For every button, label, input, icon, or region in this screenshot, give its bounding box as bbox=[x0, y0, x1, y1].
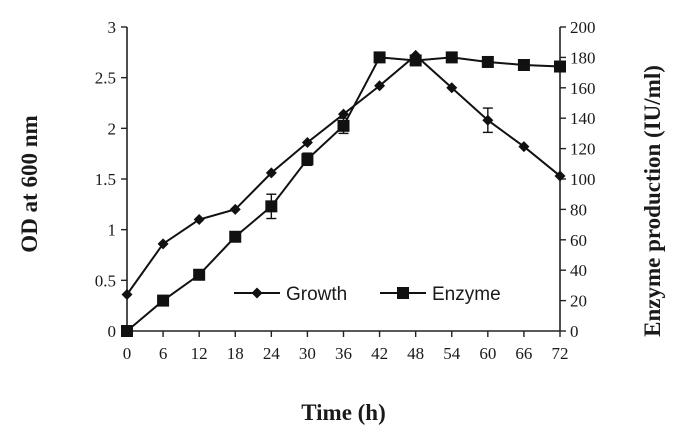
square-marker bbox=[517, 59, 530, 71]
diamond-marker bbox=[265, 167, 277, 179]
square-marker bbox=[157, 294, 170, 307]
y-right-tick-label: 0 bbox=[570, 322, 579, 341]
y-right-tick-label: 60 bbox=[570, 231, 587, 250]
y-left-axis-title: OD at 600 nm bbox=[17, 115, 42, 252]
y-right-tick-label: 180 bbox=[570, 48, 596, 67]
y-right-tick-label: 160 bbox=[570, 79, 596, 98]
y-left-tick-label: 0.5 bbox=[95, 271, 116, 290]
y-right-tick-label: 140 bbox=[570, 109, 596, 128]
x-tick-label: 54 bbox=[443, 344, 461, 363]
x-tick-label: 0 bbox=[123, 344, 132, 363]
y-right-tick-label: 20 bbox=[570, 292, 587, 311]
square-marker bbox=[265, 200, 278, 213]
x-tick-label: 66 bbox=[515, 344, 532, 363]
legend-label-enzyme: Enzyme bbox=[432, 284, 501, 305]
diamond-marker bbox=[374, 80, 386, 92]
x-axis-title: Time (h) bbox=[301, 400, 386, 425]
y-left-tick-label: 1 bbox=[108, 221, 117, 240]
y-left-tick-label: 2 bbox=[108, 119, 117, 138]
y-right-tick-label: 80 bbox=[570, 200, 587, 219]
x-tick-label: 24 bbox=[263, 344, 281, 363]
diamond-marker bbox=[229, 203, 241, 215]
y-right-tick-label: 100 bbox=[570, 170, 596, 189]
series-errorbar-2 bbox=[482, 107, 493, 134]
series-enzyme bbox=[121, 51, 566, 337]
legend-diamond-marker bbox=[251, 287, 263, 299]
square-marker bbox=[373, 51, 386, 64]
square-marker bbox=[193, 268, 206, 281]
square-marker bbox=[301, 153, 314, 166]
square-marker bbox=[409, 54, 422, 67]
x-tick-label: 12 bbox=[191, 344, 208, 363]
legend-square-marker bbox=[397, 287, 409, 299]
diamond-marker bbox=[301, 137, 313, 149]
axes: 00.511.522.53020406080100120140160180200… bbox=[95, 18, 596, 363]
square-marker bbox=[445, 51, 458, 64]
x-tick-label: 60 bbox=[479, 344, 496, 363]
x-tick-label: 42 bbox=[371, 344, 388, 363]
y-left-tick-label: 3 bbox=[108, 18, 117, 37]
square-marker bbox=[337, 119, 350, 132]
diamond-marker bbox=[554, 170, 566, 182]
series-line-growth bbox=[126, 54, 561, 296]
legend-label-growth: Growth bbox=[286, 284, 347, 305]
series-layer bbox=[121, 49, 566, 337]
series-growth bbox=[121, 49, 566, 301]
square-marker bbox=[554, 60, 566, 73]
y-right-tick-label: 200 bbox=[570, 18, 596, 37]
diamond-marker bbox=[157, 238, 169, 250]
y-left-tick-label: 0 bbox=[108, 322, 117, 341]
x-tick-label: 30 bbox=[299, 344, 316, 363]
y-right-tick-label: 120 bbox=[570, 140, 596, 159]
square-marker bbox=[481, 55, 494, 68]
x-tick-label: 72 bbox=[552, 344, 569, 363]
x-tick-label: 18 bbox=[227, 344, 244, 363]
x-tick-label: 36 bbox=[335, 344, 352, 363]
diamond-marker bbox=[446, 82, 458, 94]
diamond-marker bbox=[518, 141, 530, 153]
x-tick-label: 48 bbox=[407, 344, 424, 363]
y-right-axis-title: Enzyme production (IU/ml) bbox=[640, 65, 665, 337]
y-left-tick-label: 2.5 bbox=[95, 69, 116, 88]
legend: Growth Enzyme bbox=[234, 284, 501, 305]
y-left-tick-label: 1.5 bbox=[95, 170, 116, 189]
diamond-marker bbox=[338, 108, 349, 120]
x-tick-label: 6 bbox=[159, 344, 168, 363]
square-marker bbox=[229, 230, 242, 243]
square-marker bbox=[121, 325, 133, 337]
y-right-tick-label: 40 bbox=[570, 261, 587, 280]
diamond-marker bbox=[193, 214, 205, 226]
diamond-marker bbox=[121, 289, 133, 301]
